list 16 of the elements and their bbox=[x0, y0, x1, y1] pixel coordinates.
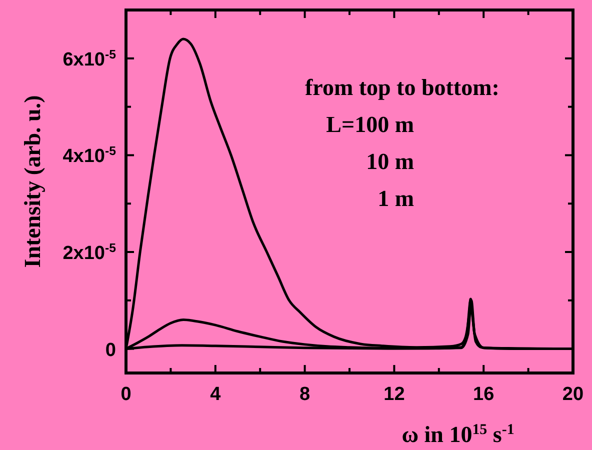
y-tick-label: 2x10$^{-5}$ bbox=[62, 241, 116, 264]
y-tick-label: 6x10$^{-5}$ bbox=[62, 47, 116, 70]
annotation: from top to bottom: bbox=[305, 75, 500, 100]
annotation: 1 m bbox=[378, 186, 414, 211]
x-tick-label: 12 bbox=[384, 384, 405, 405]
x-tick-label: 4 bbox=[210, 384, 222, 405]
x-tick-label: 0 bbox=[120, 384, 132, 405]
annotation: 10 m bbox=[366, 149, 414, 174]
x-tick-label: 16 bbox=[473, 384, 494, 405]
x-tick-label: 20 bbox=[562, 384, 584, 405]
annotation: L=100 m bbox=[326, 112, 414, 137]
y-tick-label: 4x10$^{-5}$ bbox=[62, 144, 116, 168]
y-axis-title: Intensity (arb. u.) bbox=[20, 95, 45, 268]
x-tick-label: 8 bbox=[300, 384, 310, 405]
x-axis-title: ω in 10$^{15}$ s$^{-1}$ bbox=[402, 422, 514, 447]
y-tick-label: 0 bbox=[105, 340, 116, 361]
